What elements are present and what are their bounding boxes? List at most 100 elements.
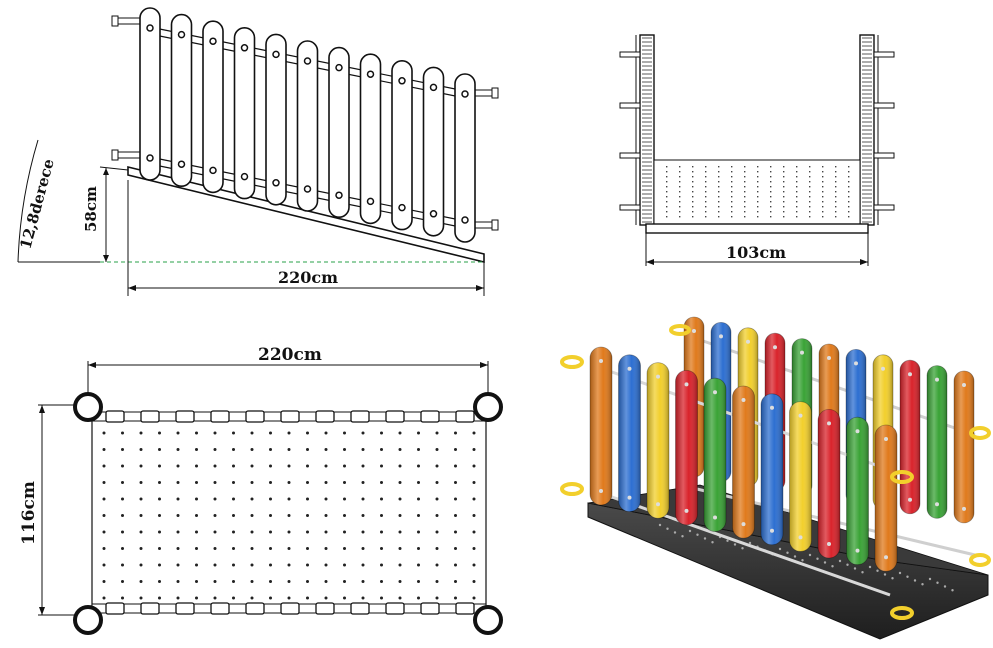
render-deck-hole xyxy=(838,559,842,563)
deck-hole xyxy=(835,171,837,173)
deck-hole xyxy=(306,547,309,550)
side-picket-bolt xyxy=(461,216,469,224)
deck-hole xyxy=(380,530,383,534)
deck-hole xyxy=(250,563,254,567)
deck-hole xyxy=(744,196,746,198)
deck-hole xyxy=(213,580,217,583)
render-picket-bolt xyxy=(770,405,774,410)
deck-hole xyxy=(744,206,746,208)
deck-hole xyxy=(417,464,420,468)
deck-hole xyxy=(757,186,759,188)
deck-hole xyxy=(731,171,733,173)
deck-hole xyxy=(783,206,785,208)
side-picket xyxy=(454,73,476,243)
deck-hole xyxy=(705,171,707,173)
deck-hole xyxy=(139,547,143,550)
deck-hole xyxy=(102,448,106,451)
side-picket-bolt xyxy=(303,185,312,193)
deck-hole xyxy=(705,181,707,183)
deck-hole xyxy=(287,563,291,567)
picket-tab xyxy=(175,602,195,615)
deck-hole xyxy=(176,530,180,534)
deck-hole xyxy=(705,176,707,178)
deck-hole xyxy=(417,497,420,501)
side-picket-bolt xyxy=(398,77,406,85)
deck-hole xyxy=(306,431,309,435)
deck-hole xyxy=(269,481,272,484)
render-deck-hole xyxy=(936,581,939,584)
deck-hole xyxy=(213,448,217,451)
side-picket-bolt xyxy=(146,154,154,162)
deck-hole xyxy=(835,176,837,178)
deck-hole xyxy=(848,206,850,208)
deck-hole xyxy=(783,201,785,203)
deck-hole xyxy=(822,206,824,208)
end-bracket xyxy=(873,102,895,109)
deck-hole xyxy=(796,191,798,193)
deck-hole xyxy=(692,191,694,193)
deck-hole xyxy=(176,547,180,550)
deck-hole xyxy=(809,171,811,173)
side-picket-bolt xyxy=(335,191,343,199)
deck-hole xyxy=(398,431,402,435)
render-ring xyxy=(969,553,991,567)
deck-hole xyxy=(796,166,798,168)
deck-hole xyxy=(158,431,161,435)
deck-hole xyxy=(121,530,124,534)
deck-hole xyxy=(287,596,291,600)
deck-hole xyxy=(324,547,328,550)
deck-hole xyxy=(121,547,124,550)
deck-hole xyxy=(121,497,124,501)
deck-hole xyxy=(472,596,476,600)
render-deck-hole xyxy=(853,567,857,570)
deck-hole xyxy=(783,216,785,218)
deck-hole xyxy=(718,176,720,178)
picket-tab xyxy=(455,602,475,615)
picket-tab xyxy=(385,410,405,423)
deck-hole xyxy=(848,196,850,198)
top-width-label: 116cm xyxy=(19,481,39,545)
deck-hole xyxy=(718,206,720,208)
deck-hole xyxy=(176,481,180,484)
deck-hole xyxy=(822,211,824,213)
deck-hole xyxy=(731,181,733,183)
deck-hole xyxy=(770,216,772,218)
deck-hole xyxy=(809,181,811,183)
render-ring xyxy=(560,355,584,369)
deck-hole xyxy=(417,547,420,550)
deck-hole xyxy=(232,481,235,484)
deck-hole xyxy=(158,448,161,451)
render-deck-hole xyxy=(681,535,684,538)
deck-hole xyxy=(454,580,457,583)
deck-hole xyxy=(361,431,365,435)
deck-hole xyxy=(692,201,694,203)
render-picket-bolt xyxy=(935,377,939,382)
deck-hole xyxy=(744,171,746,173)
deck-hole xyxy=(269,514,272,517)
deck-hole xyxy=(287,464,291,468)
deck-hole xyxy=(287,448,291,451)
deck-hole xyxy=(718,191,720,193)
deck-hole xyxy=(744,211,746,213)
deck-hole xyxy=(435,547,439,550)
deck-hole xyxy=(692,181,694,183)
deck-hole xyxy=(454,448,457,451)
side-picket xyxy=(265,33,287,206)
deck-hole xyxy=(679,201,681,203)
deck-hole xyxy=(757,171,759,173)
deck-hole xyxy=(121,563,124,567)
side-picket-bolt xyxy=(335,63,343,72)
render-picket-bolt xyxy=(713,515,717,520)
deck-hole xyxy=(380,547,383,550)
deck-hole xyxy=(269,448,272,451)
deck-hole xyxy=(158,464,161,468)
deck-hole xyxy=(666,171,668,173)
deck-hole xyxy=(102,464,106,468)
side-picket-bolt xyxy=(272,179,280,187)
deck-hole xyxy=(835,216,837,218)
deck-hole xyxy=(692,196,694,198)
deck-hole xyxy=(835,186,837,188)
render-deck-hole xyxy=(748,541,752,545)
deck-hole xyxy=(139,514,143,517)
end-brackets xyxy=(619,51,895,211)
